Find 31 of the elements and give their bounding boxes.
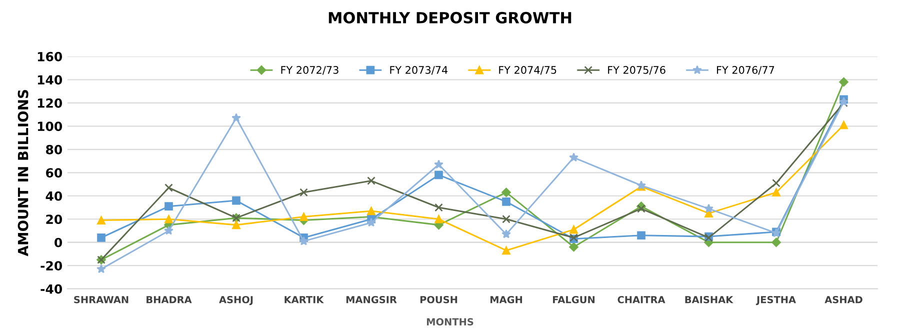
y-tick-label: 60 [46, 168, 62, 178]
legend-label: FY 2074/75 [499, 66, 556, 75]
y-tick-label: 120 [38, 98, 62, 108]
y-tick-label: 40 [46, 191, 62, 201]
y-tick-label: -20 [40, 261, 62, 271]
y-tick-label: 100 [38, 122, 62, 132]
x-axis-title: MONTHS [426, 318, 474, 326]
y-tick-label: 80 [46, 144, 62, 154]
y-tick-label: 140 [38, 75, 62, 85]
x-tick-label: FALGUN [553, 296, 594, 304]
x-tick-label: BHADRA [146, 296, 192, 304]
legend-label: FY 2072/73 [281, 66, 338, 75]
y-tick-label: -40 [40, 284, 62, 294]
x-tick-label: KARTIK [284, 296, 324, 304]
x-tick-label: MANGSIR [346, 296, 397, 304]
x-tick-label: CHAITRA [618, 296, 666, 304]
x-tick-label: MAGH [490, 296, 522, 304]
y-tick-label: 0 [54, 238, 62, 248]
legend-label: FY 2076/77 [717, 66, 774, 75]
x-tick-label: SHRAWAN [74, 296, 128, 304]
x-tick-label: BAISHAK [685, 296, 734, 304]
legend-label: FY 2075/76 [608, 66, 666, 75]
y-tick-label: 160 [38, 52, 62, 62]
chart-title: MONTHLY DEPOSIT GROWTH [328, 12, 572, 24]
x-tick-label: JESTHA [756, 296, 796, 306]
x-tick-label: ASHAD [824, 296, 862, 304]
legend-label: FY 2073/74 [390, 66, 448, 75]
x-tick-label: ASHOJ [219, 296, 253, 306]
y-tick-label: 20 [46, 214, 62, 224]
y-axis-title: AMOUNT IN BILLIONS [18, 90, 28, 256]
x-tick-label: POUSH [420, 296, 458, 304]
